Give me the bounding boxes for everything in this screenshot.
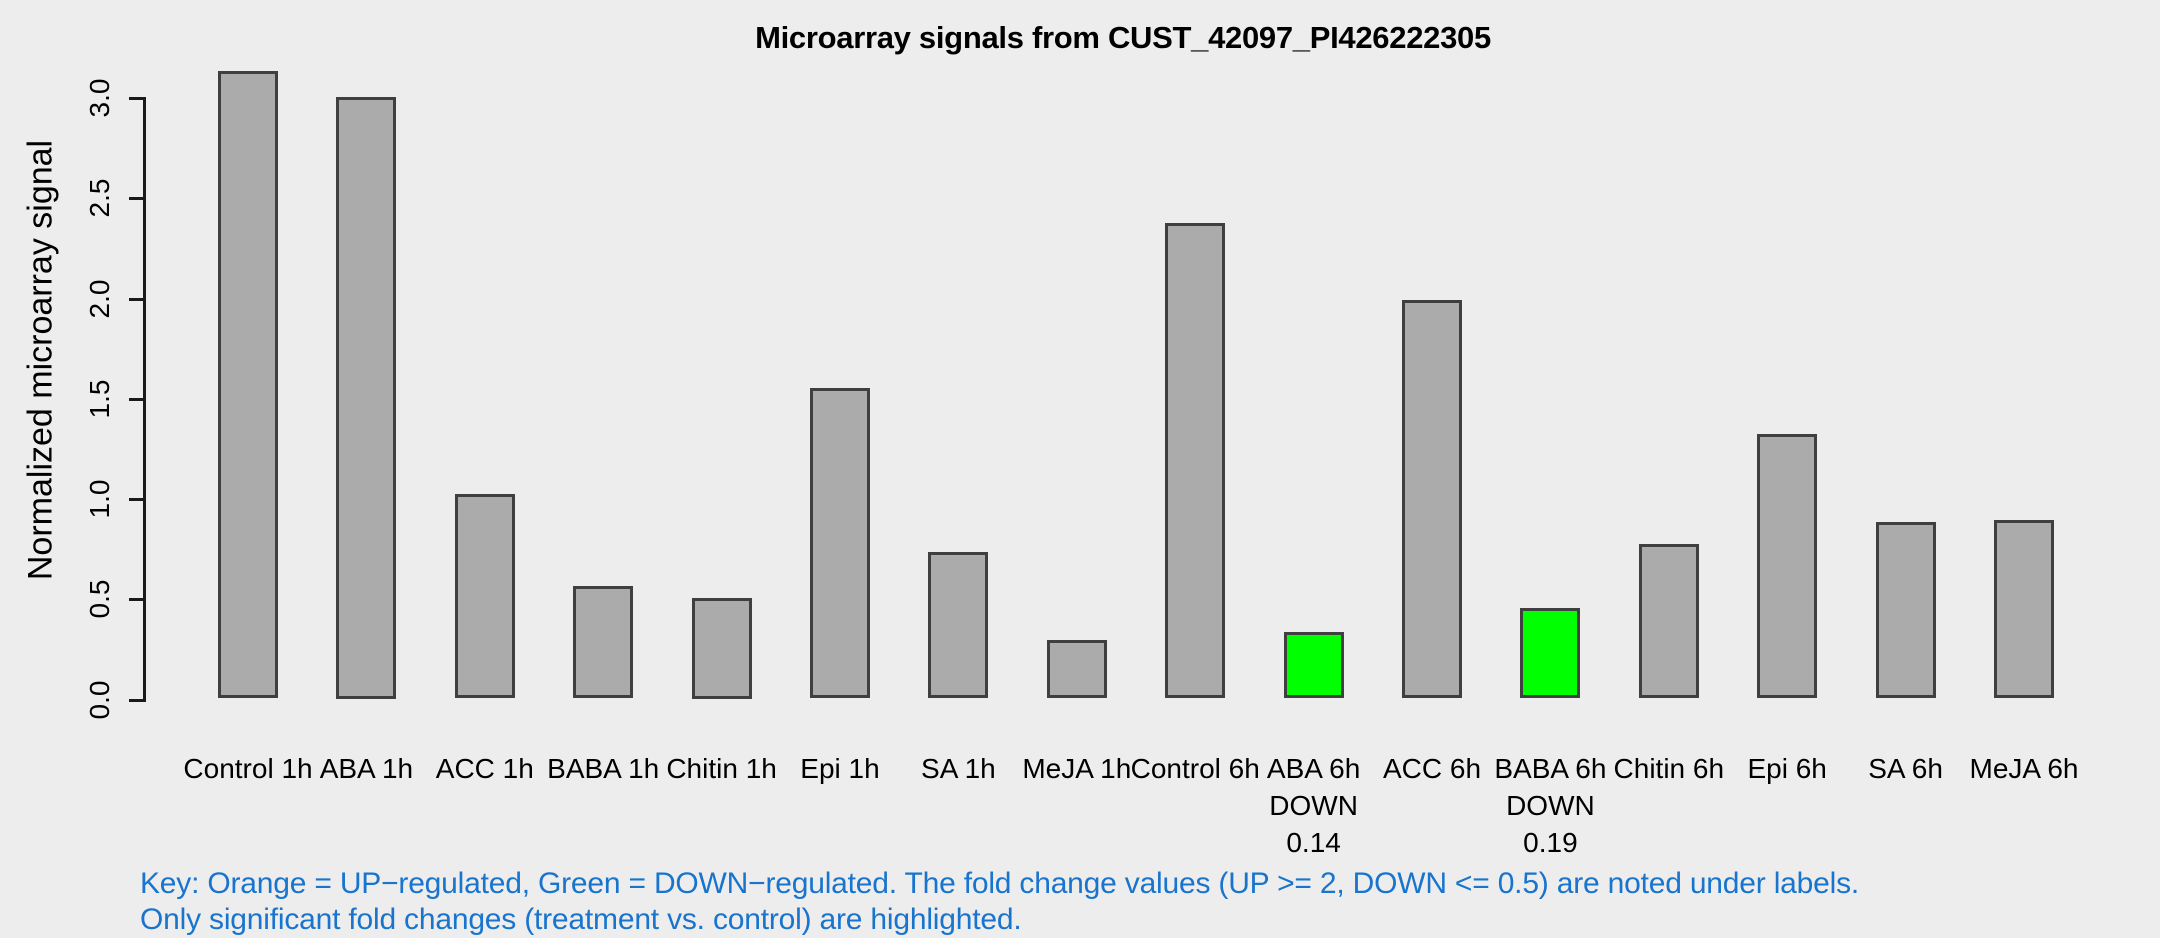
x-label-text: SA 1h xyxy=(921,753,996,784)
x-sublabel-regulation: DOWN xyxy=(1506,790,1595,821)
y-tick-label-text: 0.5 xyxy=(84,579,115,619)
bar-chitin-6h xyxy=(1638,544,1699,699)
key-line-1: Key: Orange = UP−regulated, Green = DOWN… xyxy=(140,867,1860,900)
y-axis-title-text: Normalized microarray signal xyxy=(21,139,60,581)
x-label-acc-6h: ACC 6h xyxy=(1347,750,1517,787)
x-label-chitin-1h: Chitin 1h xyxy=(637,750,807,787)
x-label-text: Epi 6h xyxy=(1747,753,1827,784)
bar-epi-6h xyxy=(1757,433,1818,699)
chart-title: Microarray signals from CUST_42097_PI426… xyxy=(755,20,1491,55)
bar-sa-1h xyxy=(928,552,989,699)
x-label-text: Epi 1h xyxy=(800,753,880,784)
x-sublabel-fold-change: 0.14 xyxy=(1286,827,1341,858)
key-legend: Key: Orange = UP−regulated, Green = DOWN… xyxy=(140,866,1859,938)
x-label-text: MeJA 6h xyxy=(1969,753,2079,784)
x-label-text: MeJA 1h xyxy=(1022,753,1132,784)
x-label-control-1h: Control 1h xyxy=(163,750,333,787)
x-label-text: Control 1h xyxy=(183,753,313,784)
x-label-baba-1h: BABA 1h xyxy=(518,750,688,787)
bar-meja-6h xyxy=(1994,520,2054,699)
y-tick-label-text: 1.0 xyxy=(84,479,115,519)
x-label-meja-6h: MeJA 6h xyxy=(1939,750,2109,787)
x-label-text: ACC 6h xyxy=(1382,753,1482,784)
x-label-sa-1h: SA 1h xyxy=(873,750,1043,787)
bar-control-6h xyxy=(1165,223,1226,699)
bar-aba-6h xyxy=(1283,632,1344,699)
y-tick-2.5 xyxy=(129,197,143,201)
x-label-text: BABA 1h xyxy=(547,753,660,784)
y-tick-label-text: 0.0 xyxy=(84,680,115,719)
x-label-text: ABA 6h xyxy=(1266,753,1361,784)
x-label-baba-6h: BABA 6h DOWN 0.19 xyxy=(1465,750,1635,861)
x-label-sa-6h: SA 6h xyxy=(1821,750,1991,787)
x-label-text: Control 6h xyxy=(1130,753,1260,784)
y-tick-label-text: 3.0 xyxy=(84,78,115,118)
bar-meja-1h xyxy=(1046,640,1107,699)
bar-epi-1h xyxy=(810,387,870,699)
bar-baba-1h xyxy=(573,586,634,699)
x-label-text: ABA 1h xyxy=(319,753,414,784)
x-label-text: BABA 6h xyxy=(1494,753,1607,784)
y-tick-label-text: 2.5 xyxy=(84,178,115,218)
x-label-text: SA 6h xyxy=(1868,753,1943,784)
y-tick-2.0 xyxy=(129,297,143,301)
bar-sa-6h xyxy=(1875,522,1936,699)
y-tick-label-text: 1.5 xyxy=(84,379,115,419)
key-line-2: Only significant fold changes (treatment… xyxy=(140,903,1022,936)
y-tick-3.0 xyxy=(129,97,143,100)
y-tick-1.5 xyxy=(129,397,143,401)
bar-aba-1h xyxy=(336,97,397,699)
x-label-text: Chitin 6h xyxy=(1613,753,1725,784)
x-label-acc-1h: ACC 1h xyxy=(400,750,570,787)
x-label-aba-1h: ABA 1h xyxy=(281,750,451,787)
bar-chitin-1h xyxy=(691,598,752,699)
x-sublabel-fold-change: 0.19 xyxy=(1523,827,1578,858)
x-label-control-6h: Control 6h xyxy=(1110,750,1280,787)
x-label-text: ACC 1h xyxy=(435,753,534,784)
x-label-text: Chitin 1h xyxy=(666,753,777,784)
bar-acc-1h xyxy=(454,493,515,699)
x-label-aba-6h: ABA 6h DOWN 0.14 xyxy=(1229,750,1399,861)
bar-baba-6h xyxy=(1520,608,1581,699)
x-sublabel-regulation: DOWN xyxy=(1269,790,1358,821)
y-axis-line xyxy=(143,97,146,702)
x-label-epi-1h: Epi 1h xyxy=(755,750,925,787)
y-tick-0.5 xyxy=(129,598,143,602)
x-label-chitin-6h: Chitin 6h xyxy=(1584,750,1754,787)
x-label-meja-1h: MeJA 1h xyxy=(992,750,1162,787)
y-tick-0.0 xyxy=(129,698,143,702)
bar-acc-6h xyxy=(1402,299,1462,699)
bar-control-1h xyxy=(218,70,278,699)
x-label-epi-6h: Epi 6h xyxy=(1702,750,1872,787)
y-tick-1.0 xyxy=(129,498,143,501)
y-tick-label-text: 2.0 xyxy=(84,279,115,318)
